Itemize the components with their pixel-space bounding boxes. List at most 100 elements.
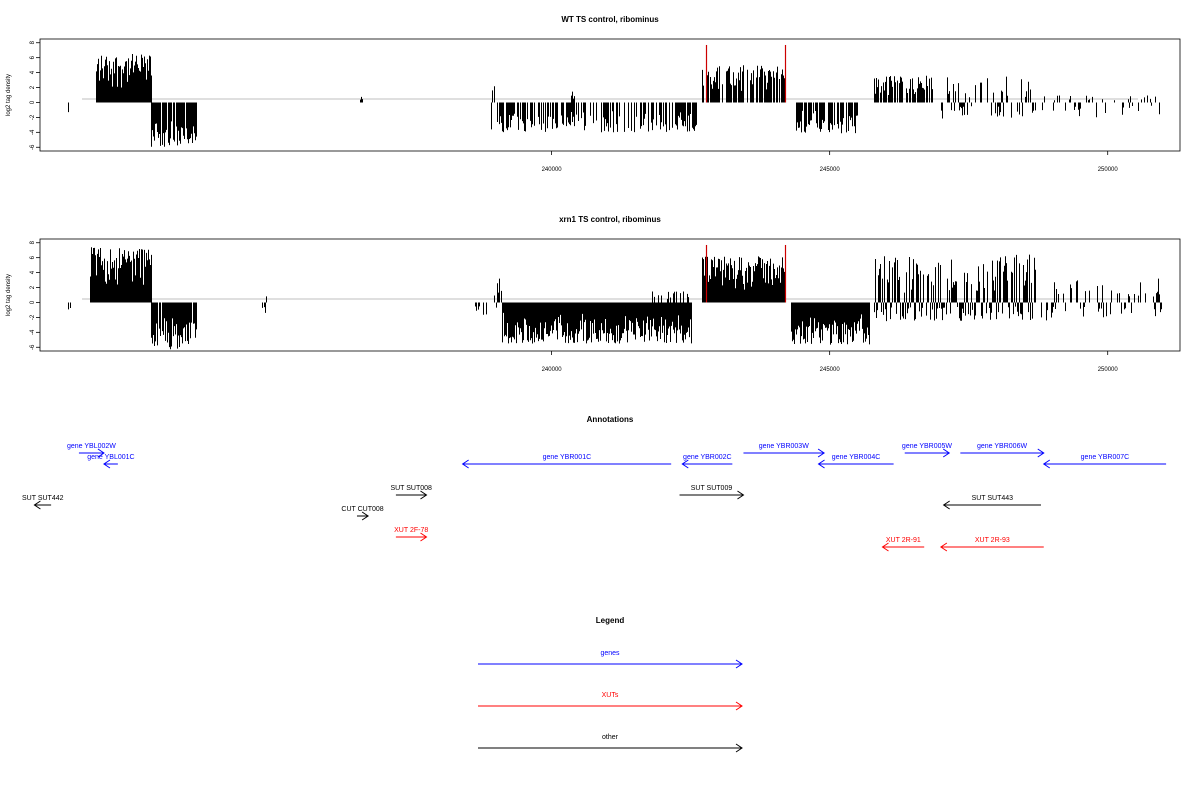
feature-arrow-head: [942, 500, 950, 510]
feature-arrow-head: [735, 701, 743, 711]
y-tick-label: -6: [30, 144, 36, 150]
y-tick-label: -2: [30, 114, 36, 120]
xrn1-track-ylabel: log2 tag density: [6, 274, 12, 316]
annotation-feature: gene YBR001C: [461, 454, 672, 469]
annotation-feature: XUT 2R-93: [939, 537, 1044, 552]
annotation-label: gene YBR006W: [977, 443, 1027, 450]
feature-arrow-head: [737, 490, 745, 500]
x-tick-label: 240000: [542, 367, 563, 373]
feature-arrow-head: [361, 511, 369, 521]
x-tick-label: 250000: [1098, 367, 1119, 373]
annotation-label: gene YBR001C: [543, 454, 592, 461]
wt-track-bars: [68, 44, 1160, 147]
annotation-features: gene YBL002W gene YBL001C gene YBR001C gene…: [22, 443, 1167, 552]
feature-arrow-head: [461, 459, 469, 469]
annotation-label: gene YBR004C: [832, 454, 881, 461]
annotation-feature: gene YBL002W: [67, 443, 116, 458]
wt-track-title: WT TS control, ribominus: [561, 15, 659, 24]
wt-track-frame: [39, 38, 1181, 152]
xrn1-track-panel: xrn1 TS control, ribominus log2 tag dens…: [6, 215, 1181, 373]
y-tick-label: 0: [30, 100, 36, 104]
y-tick-label: -6: [30, 344, 36, 350]
feature-arrow-head: [33, 500, 41, 510]
legend: genes XUTs other: [478, 650, 743, 753]
feature-arrow-head: [681, 459, 689, 469]
feature-arrow-head: [97, 448, 105, 458]
x-tick-label: 240000: [542, 167, 563, 173]
y-tick-label: 6: [30, 255, 36, 259]
annotation-label: SUT SUT442: [22, 495, 64, 502]
annotation-label: XUT 2F-78: [394, 527, 428, 534]
xrn1-track-bars: [68, 244, 1162, 350]
y-tick-label: 4: [30, 70, 36, 74]
legend-label: other: [602, 734, 619, 741]
annotation-label: XUT 2R-91: [886, 537, 921, 544]
legend-title: Legend: [596, 616, 625, 625]
legend-item: genes: [478, 650, 743, 669]
annotation-label: gene YBR003W: [759, 443, 809, 450]
feature-arrow-head: [939, 542, 948, 552]
feature-arrow-head: [817, 448, 825, 458]
annotation-feature: SUT SUT008: [390, 485, 432, 500]
annotation-feature: gene YBR002C: [681, 454, 733, 469]
feature-arrow-head: [735, 659, 743, 669]
annotation-label: gene YBR007C: [1081, 454, 1130, 461]
y-tick-label: -4: [30, 129, 36, 135]
y-tick-label: -2: [30, 314, 36, 320]
xrn1-track-x-axis: 240000 245000 250000: [542, 351, 1119, 373]
feature-arrow-head: [817, 459, 825, 469]
annotation-label: XUT 2R-93: [975, 537, 1010, 544]
feature-arrow-head: [1037, 448, 1045, 458]
xrn1-track-frame: [39, 238, 1181, 352]
annotation-feature: gene YBR003W: [743, 443, 825, 458]
y-tick-label: 0: [30, 300, 36, 304]
legend-label: XUTs: [602, 692, 619, 699]
y-tick-label: 8: [30, 240, 36, 244]
annotation-feature: XUT 2F-78: [394, 527, 428, 542]
y-tick-label: 2: [30, 285, 36, 289]
annotation-feature: SUT SUT443: [942, 495, 1041, 510]
annotations-title: Annotations: [587, 415, 634, 424]
annotation-feature: gene YBR005W: [902, 443, 952, 458]
annotation-label: gene YBR005W: [902, 443, 952, 450]
y-tick-label: 6: [30, 55, 36, 59]
y-tick-label: 8: [30, 40, 36, 44]
xrn1-track-y-axis: 8 6 4 2 0 -2 -4 -6: [30, 240, 40, 350]
annotation-feature: SUT SUT442: [22, 495, 64, 510]
annotation-label: gene YBR002C: [683, 454, 732, 461]
annotation-label: SUT SUT443: [972, 495, 1014, 502]
y-tick-label: -4: [30, 329, 36, 335]
annotation-feature: CUT CUT008: [341, 506, 384, 521]
wt-track-ylabel: log2 tag density: [6, 74, 12, 116]
annotation-label: SUT SUT008: [390, 485, 432, 492]
x-tick-label: 245000: [820, 367, 841, 373]
wt-track-x-axis: 240000 245000 250000: [542, 151, 1119, 173]
y-tick-label: 4: [30, 270, 36, 274]
feature-arrow-head: [420, 490, 428, 500]
legend-label: genes: [600, 650, 620, 657]
feature-arrow-head: [942, 448, 951, 458]
feature-arrow-head: [1042, 459, 1051, 469]
annotation-feature: gene YBR004C: [817, 454, 894, 469]
annotation-label: SUT SUT009: [691, 485, 733, 492]
feature-arrow-head: [881, 542, 889, 552]
wt-track-y-axis: 8 6 4 2 0 -2 -4 -6: [30, 40, 40, 150]
annotation-feature: gene YBR007C: [1042, 454, 1167, 469]
annotation-feature: XUT 2R-91: [881, 537, 925, 552]
feature-arrow-head: [735, 743, 743, 753]
x-tick-label: 245000: [820, 167, 841, 173]
annotation-label: gene YBL002W: [67, 443, 116, 450]
y-tick-label: 2: [30, 85, 36, 89]
annotation-feature: gene YBL001C: [87, 454, 135, 469]
wt-track-panel: WT TS control, ribominus log2 tag densit…: [6, 15, 1181, 173]
annotation-feature: SUT SUT009: [679, 485, 745, 500]
annotation-feature: gene YBR006W: [960, 443, 1045, 458]
annotation-label: CUT CUT008: [341, 506, 383, 513]
legend-item: other: [478, 734, 743, 753]
legend-item: XUTs: [478, 692, 743, 711]
xrn1-track-title: xrn1 TS control, ribominus: [559, 215, 661, 224]
x-tick-label: 250000: [1098, 167, 1119, 173]
annotation-label: gene YBL001C: [87, 454, 134, 461]
feature-arrow-head: [103, 459, 111, 469]
